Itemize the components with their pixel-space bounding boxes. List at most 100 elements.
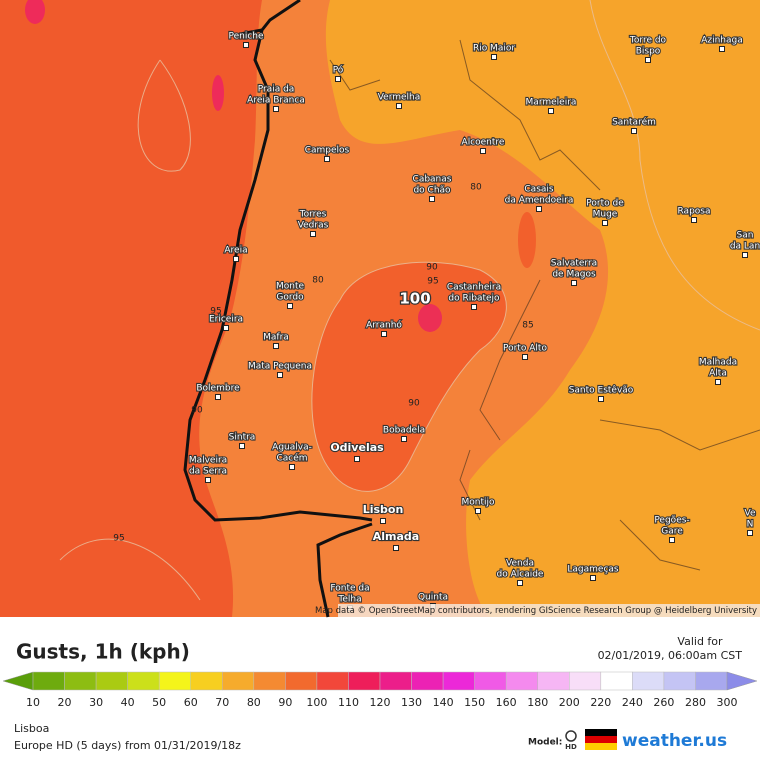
place-marker — [645, 57, 651, 63]
place-label: Cabanas — [413, 175, 452, 185]
place-marker — [287, 303, 293, 309]
place-label: Pó — [333, 65, 344, 76]
place-label: Gare — [661, 527, 683, 537]
scale-tick-label: 300 — [717, 696, 738, 709]
place-marker — [429, 196, 435, 202]
contour-label: 90 — [191, 406, 203, 416]
scale-swatch — [695, 671, 728, 691]
place-label: Praia da — [258, 85, 295, 95]
place-label: Almada — [373, 530, 419, 543]
place-marker — [522, 354, 528, 360]
place-label: Porto de — [586, 199, 624, 209]
place-label: da Lan — [730, 242, 760, 252]
scale-tick-label: 120 — [370, 696, 391, 709]
isoline — [59, 538, 201, 601]
contour-label: 90 — [426, 263, 438, 273]
flag — [585, 736, 617, 743]
brand[interactable]: weather.us — [622, 731, 727, 751]
scale-swatch — [32, 671, 65, 691]
scale-swatch — [127, 671, 160, 691]
place-label: Mata Pequena — [248, 362, 312, 372]
place-label: Salvaterra — [551, 259, 597, 269]
field-90 — [518, 212, 536, 268]
place-marker — [742, 252, 748, 258]
place-label: de Magos — [552, 270, 596, 280]
place-marker — [715, 379, 721, 385]
scale-swatch — [190, 671, 223, 691]
place-label: Bolembre — [196, 384, 240, 394]
scale-swatch — [474, 671, 507, 691]
place-marker — [223, 325, 229, 331]
legend-panel: Gusts, 1h (kph) Valid for 02/01/2019, 06… — [2, 635, 758, 752]
place-marker — [517, 580, 523, 586]
place-label: Fonte da — [330, 584, 369, 594]
scale-tick-label: 280 — [685, 696, 706, 709]
place-label: Sintra — [229, 433, 256, 443]
scale-tick-label: 140 — [433, 696, 454, 709]
place-label: Monte — [276, 282, 305, 292]
place-marker — [289, 464, 295, 470]
place-label: Vermelha — [378, 93, 421, 103]
contour-label: 95 — [113, 534, 124, 544]
scale-tick-label: 40 — [121, 696, 135, 709]
valid-time: 02/01/2019, 06:00am CST — [598, 649, 743, 662]
scale-tick-label: 30 — [89, 696, 103, 709]
place-marker — [324, 156, 330, 162]
place-marker — [691, 217, 697, 223]
attribution-bg — [338, 604, 760, 617]
scale-arrow-right — [726, 671, 758, 691]
place-label: Ve — [745, 509, 756, 519]
isoline — [589, 0, 760, 331]
scale-swatch — [505, 671, 538, 691]
place-label: Lisbon — [363, 503, 404, 516]
scale-swatch — [95, 671, 128, 691]
flag — [585, 729, 617, 736]
scale-tick-label: 90 — [278, 696, 292, 709]
place-marker — [480, 148, 486, 154]
place-marker — [380, 518, 386, 524]
place-label: Malhada — [699, 358, 737, 368]
place-label: Bispo — [636, 47, 661, 57]
place-marker — [590, 575, 596, 581]
place-label: Bobadela — [383, 426, 425, 436]
scale-swatch — [158, 671, 191, 691]
scale-tick-label: 50 — [152, 696, 166, 709]
scale-swatch — [316, 671, 349, 691]
scale-swatch — [632, 671, 665, 691]
contour-label: 95 — [427, 277, 438, 287]
contour-label: 95 — [210, 307, 221, 317]
scale-swatch — [600, 671, 633, 691]
place-label: San — [737, 231, 754, 241]
place-label: Castanheira — [447, 283, 501, 293]
model-run: Europe HD (5 days) from 01/31/2019/18z — [14, 739, 241, 752]
place-label: Cacém — [276, 453, 307, 464]
place-label: Campelos — [305, 146, 350, 156]
place-marker — [354, 456, 360, 462]
place-label: da Amendoeira — [505, 196, 574, 206]
place-label: Quinta — [418, 593, 448, 603]
place-marker — [548, 108, 554, 114]
place-label: da Serra — [189, 467, 227, 477]
scale-tick-label: 10 — [26, 696, 40, 709]
valid-label: Valid for — [677, 635, 723, 648]
place-label: Odivelas — [330, 441, 384, 454]
scale-swatch — [537, 671, 570, 691]
scale-swatch — [348, 671, 381, 691]
place-marker — [273, 343, 279, 349]
place-marker — [602, 220, 608, 226]
place-label: Santo Estêvão — [569, 385, 634, 396]
scale-swatch — [663, 671, 696, 691]
scale-swatch — [569, 671, 602, 691]
place-label: Casais — [524, 185, 554, 195]
scale-swatch — [253, 671, 286, 691]
place-label: Torres — [299, 210, 327, 220]
scale-tick-label: 260 — [653, 696, 674, 709]
scale-swatch — [442, 671, 475, 691]
place-marker — [396, 103, 402, 109]
scale-arrow-left — [2, 671, 34, 691]
scale-swatch — [379, 671, 412, 691]
contour-label: 80 — [470, 183, 482, 193]
place-label: do Alcaide — [497, 570, 544, 580]
place-label: Porto Alto — [503, 344, 547, 354]
place-label: Areia Branca — [247, 96, 305, 106]
